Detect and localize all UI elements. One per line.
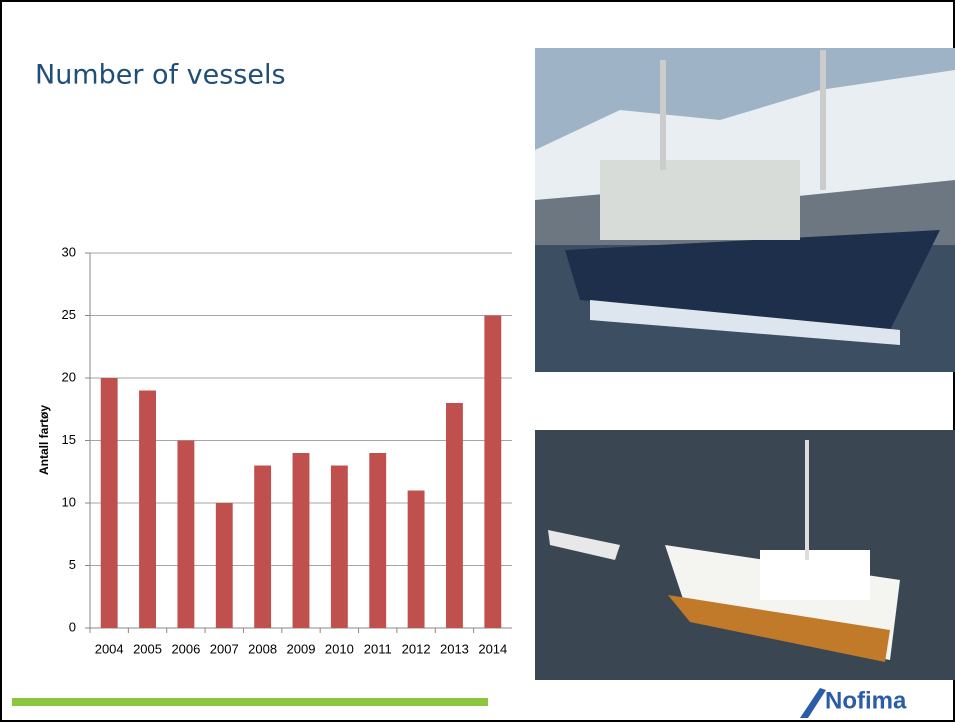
slide-title: Number of vessels — [35, 60, 286, 91]
y-tick-label: 10 — [62, 494, 76, 509]
bar — [216, 503, 233, 628]
x-tick-label: 2007 — [210, 641, 239, 656]
footer-bar — [12, 698, 488, 706]
x-tick-label: 2010 — [325, 641, 354, 656]
bar — [408, 491, 425, 629]
photo-fishing-boat — [535, 430, 955, 680]
x-tick-label: 2008 — [248, 641, 277, 656]
bar — [254, 466, 271, 629]
x-tick-label: 2014 — [478, 641, 507, 656]
y-tick-label: 20 — [62, 369, 76, 384]
bar — [139, 391, 156, 629]
bar — [177, 441, 194, 629]
x-tick-label: 2006 — [171, 641, 200, 656]
bar — [369, 453, 386, 628]
y-tick-label: 30 — [62, 244, 76, 259]
slide: Number of vessels Nofima Antall fartøy 0… — [0, 0, 955, 722]
x-tick-label: 2004 — [95, 641, 124, 656]
y-tick-label: 0 — [69, 619, 76, 634]
y-tick-label: 5 — [69, 557, 76, 572]
x-tick-label: 2012 — [402, 641, 431, 656]
bar — [101, 378, 118, 628]
bar — [446, 403, 463, 628]
photo-trawler — [535, 48, 955, 372]
bar — [331, 466, 348, 629]
y-axis-label: Antall fartøy — [37, 405, 51, 475]
x-tick-label: 2005 — [133, 641, 162, 656]
bar — [293, 453, 310, 628]
x-tick-label: 2009 — [287, 641, 316, 656]
x-tick-label: 2011 — [364, 641, 392, 656]
bar — [484, 316, 501, 629]
logo-text: Nofima — [825, 687, 907, 714]
y-tick-label: 25 — [62, 307, 76, 322]
y-tick-label: 15 — [62, 432, 76, 447]
x-tick-label: 2013 — [440, 641, 469, 656]
